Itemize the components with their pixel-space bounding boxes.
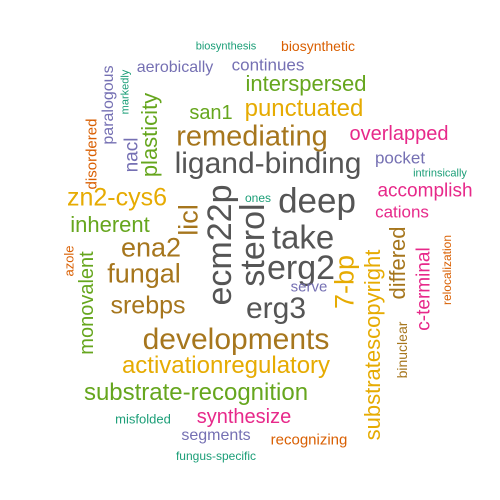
word-pocket: pocket <box>374 148 426 168</box>
word-recognizing: recognizing <box>270 431 348 449</box>
word-markedly: markedly <box>119 69 132 115</box>
word-7-bp: 7-bp <box>329 254 360 310</box>
word-overlapped: overlapped <box>349 123 449 145</box>
word-monovalent: monovalent <box>76 251 98 355</box>
word-substrate-recognition: substrate-recognition <box>83 379 309 406</box>
word-accomplish: accomplish <box>377 180 473 202</box>
word-activationregulatory: activationregulatory <box>121 352 331 379</box>
word-licl: licl <box>173 204 204 236</box>
word-take: take <box>271 218 335 256</box>
word-c-terminal: c-terminal <box>413 247 435 331</box>
word-erg2: erg2 <box>266 249 336 287</box>
word-inherent: inherent <box>70 212 150 237</box>
word-srebps: srebps <box>110 291 186 320</box>
word-punctuated: punctuated <box>244 95 364 122</box>
word-intrinsically: intrinsically <box>413 167 467 180</box>
word-nacl: nacl <box>121 137 143 173</box>
word-fungus-specific: fungus-specific <box>175 449 257 463</box>
word-segments: segments <box>181 427 251 444</box>
word-synthesize: synthesize <box>196 406 292 428</box>
word-ecm22p: ecm22p <box>201 184 239 306</box>
word-differed: differed <box>385 226 410 300</box>
word-zn2-cys6: zn2-cys6 <box>66 183 168 212</box>
word-aerobically: aerobically <box>136 59 214 76</box>
word-biosynthesis: biosynthesis <box>195 40 257 53</box>
word-ones: ones <box>244 191 272 205</box>
word-binuclear: binuclear <box>394 321 410 379</box>
word-disordered: disordered <box>83 118 101 190</box>
word-remediating: remediating <box>176 120 328 153</box>
word-relocalization: relocalization <box>440 234 454 306</box>
word-azole: azole <box>61 245 77 277</box>
word-fungal: fungal <box>107 258 181 289</box>
word-sterol: sterol <box>234 203 272 287</box>
word-misfolded: misfolded <box>115 411 171 427</box>
word-continues: continues <box>231 55 305 75</box>
word-paralogous: paralogous <box>100 65 117 145</box>
word-ligand-binding: ligand-binding <box>174 147 362 180</box>
word-developments: developments <box>142 323 330 356</box>
word-cations: cations <box>375 202 429 222</box>
word-ena2: ena2 <box>120 232 182 263</box>
word-serve: serve <box>290 278 328 296</box>
word-erg3: erg3 <box>245 292 307 325</box>
word-biosynthetic: biosynthetic <box>281 38 355 54</box>
word-interspersed: interspersed <box>245 71 367 96</box>
word-deep: deep <box>278 181 356 221</box>
word-san1: san1 <box>189 102 233 124</box>
word-substratescopyright: substratescopyright <box>360 249 385 441</box>
